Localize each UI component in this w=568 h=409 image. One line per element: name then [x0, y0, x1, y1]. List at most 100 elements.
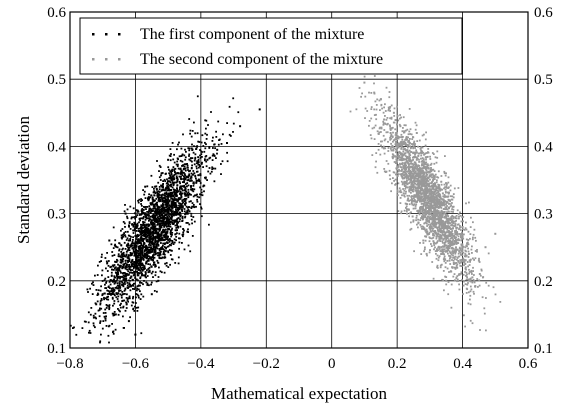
data-point	[462, 293, 464, 295]
data-point	[404, 187, 407, 190]
data-point	[445, 185, 448, 188]
data-point	[423, 163, 426, 166]
data-point	[106, 304, 109, 307]
data-point	[182, 178, 185, 180]
data-point	[418, 213, 421, 216]
data-point	[161, 217, 164, 220]
data-point	[180, 193, 182, 196]
data-point	[175, 175, 178, 178]
data-point	[167, 211, 170, 214]
data-point	[437, 194, 440, 197]
data-point	[155, 229, 158, 232]
data-point	[118, 255, 121, 258]
data-point	[441, 227, 444, 230]
data-point	[406, 149, 409, 151]
data-point	[108, 306, 111, 309]
data-point	[454, 216, 456, 218]
data-point	[161, 208, 164, 211]
data-point	[181, 242, 183, 244]
data-point	[444, 250, 447, 253]
data-point	[437, 256, 440, 259]
data-point	[444, 266, 447, 269]
data-point	[164, 195, 167, 197]
data-point	[408, 157, 410, 160]
data-point	[169, 233, 172, 236]
data-point	[443, 260, 446, 263]
data-point	[139, 290, 141, 293]
data-point	[183, 165, 186, 168]
data-point	[418, 158, 420, 161]
data-point	[103, 296, 105, 299]
data-point	[104, 257, 107, 259]
data-point	[117, 295, 120, 298]
data-point	[398, 136, 401, 138]
data-point	[467, 279, 470, 281]
data-point	[387, 109, 390, 112]
data-point	[370, 92, 373, 94]
data-point	[118, 267, 120, 270]
data-point	[444, 258, 447, 261]
data-point	[125, 279, 128, 282]
data-point	[414, 167, 416, 170]
data-point	[167, 218, 169, 220]
data-point	[190, 215, 193, 217]
data-point	[211, 168, 214, 170]
data-point	[185, 190, 188, 193]
data-point	[445, 237, 448, 240]
data-point	[124, 212, 127, 215]
data-point	[485, 329, 487, 332]
data-point	[165, 224, 167, 227]
data-point	[392, 148, 395, 151]
data-point	[454, 220, 457, 223]
data-point	[142, 259, 145, 261]
data-point	[408, 142, 411, 144]
data-point	[145, 281, 148, 284]
data-point	[94, 274, 96, 277]
data-point	[185, 212, 188, 215]
data-point	[113, 302, 116, 305]
data-point	[401, 136, 403, 138]
data-point	[170, 197, 173, 200]
data-point	[187, 191, 190, 194]
data-point	[138, 221, 140, 224]
data-point	[181, 202, 184, 205]
data-point	[462, 260, 465, 263]
data-point	[426, 197, 428, 199]
data-point	[143, 221, 146, 224]
data-point	[421, 175, 424, 178]
data-point	[383, 139, 386, 142]
data-point	[177, 167, 180, 170]
data-point	[411, 199, 414, 202]
data-point	[157, 205, 160, 208]
data-point	[154, 274, 157, 277]
data-point	[421, 215, 423, 218]
data-point	[456, 275, 459, 277]
data-point	[473, 292, 475, 295]
data-point	[469, 226, 472, 228]
data-point	[424, 166, 427, 169]
data-point	[135, 256, 138, 259]
data-point	[152, 219, 155, 221]
data-point	[401, 154, 404, 157]
data-point	[430, 195, 432, 198]
data-point	[409, 157, 411, 159]
data-point	[421, 187, 424, 190]
data-point	[394, 178, 397, 181]
data-point	[445, 247, 448, 249]
data-point	[198, 178, 200, 181]
data-point	[434, 190, 437, 193]
data-point	[139, 248, 142, 251]
data-point	[138, 214, 141, 216]
data-point	[150, 293, 153, 296]
data-point	[474, 285, 476, 288]
data-point	[450, 204, 453, 207]
data-point	[390, 137, 393, 140]
data-point	[400, 180, 403, 183]
data-point	[444, 186, 446, 189]
data-point	[135, 248, 138, 251]
data-point	[174, 224, 177, 227]
data-point	[394, 119, 397, 121]
data-point	[397, 182, 400, 185]
data-point	[438, 239, 441, 242]
data-point	[413, 144, 416, 147]
